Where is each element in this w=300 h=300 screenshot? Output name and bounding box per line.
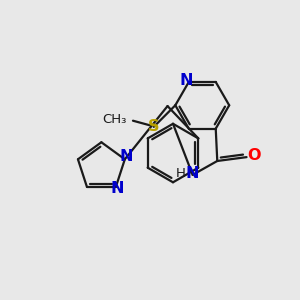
Text: S: S: [148, 119, 160, 134]
Text: N: N: [186, 166, 200, 181]
Text: N: N: [111, 181, 124, 196]
Text: N: N: [180, 73, 193, 88]
Text: N: N: [120, 149, 133, 164]
Text: H: H: [176, 167, 186, 180]
Text: O: O: [248, 148, 261, 163]
Text: CH₃: CH₃: [102, 113, 127, 126]
